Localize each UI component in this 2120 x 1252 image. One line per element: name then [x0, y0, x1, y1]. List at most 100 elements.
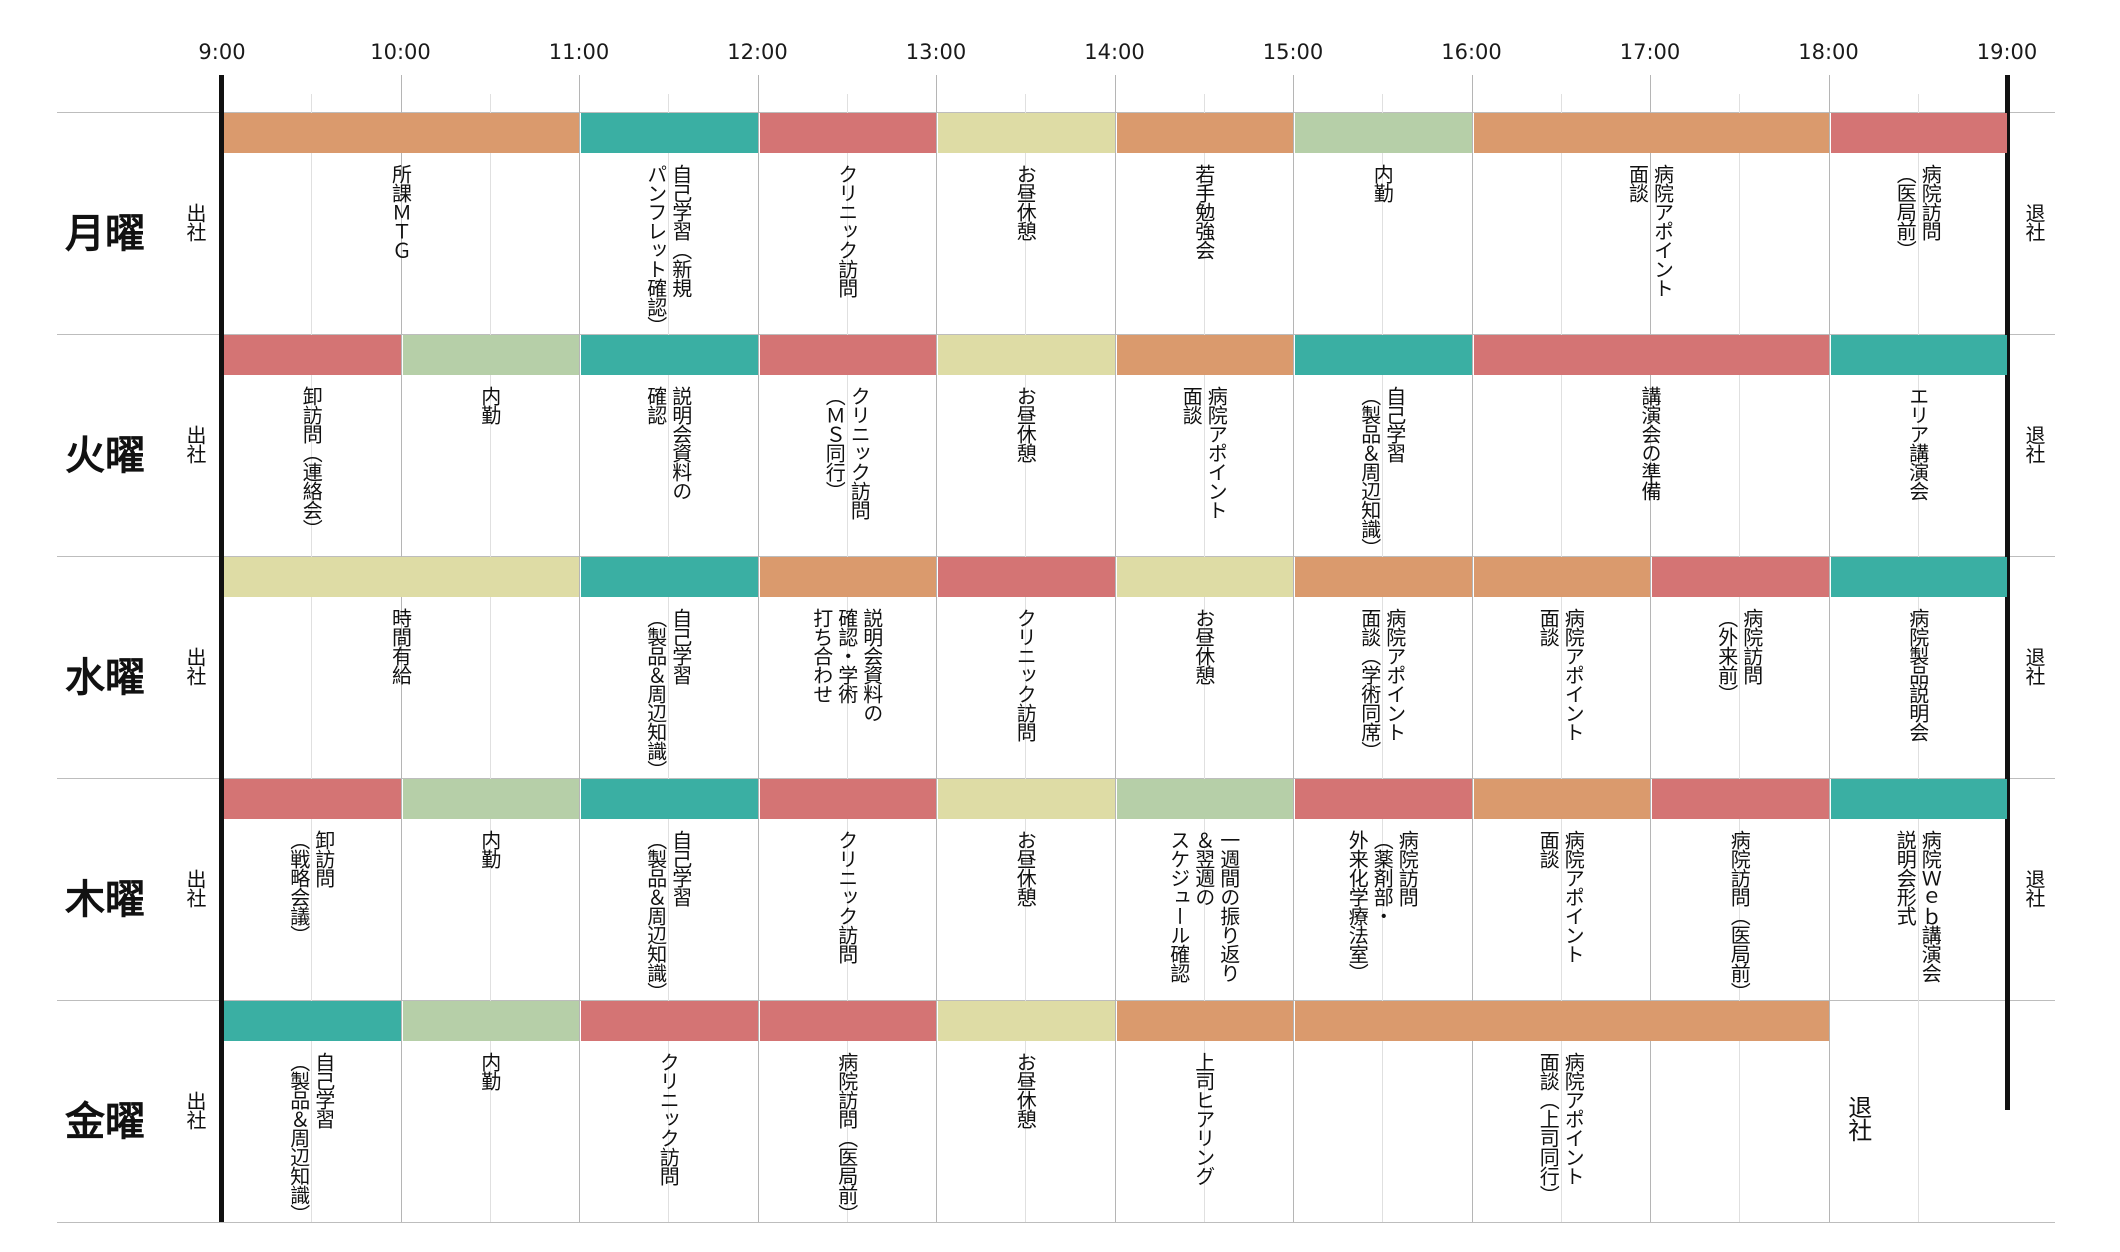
row-divider — [57, 1222, 2055, 1223]
activity-label: 自己学習 （製品＆周辺知識） — [211, 1052, 411, 1223]
activity-label: 病院アポイント 面談（上司同行） — [1461, 1052, 1661, 1204]
activity-label: 講演会の準備 — [1550, 386, 1750, 500]
activity-bar[interactable] — [1831, 779, 2007, 819]
label-line: 若手勉強会 — [1191, 164, 1216, 259]
label-line: 説明会資料の — [859, 608, 884, 722]
activity-label: 病院アポイント 面談 — [1461, 608, 1661, 741]
label-line: 病院アポイント — [1561, 1052, 1586, 1185]
activity-bar[interactable] — [224, 1001, 401, 1041]
activity-bar[interactable] — [224, 113, 579, 153]
activity-label: 内勤 — [1282, 164, 1482, 202]
activity-bar[interactable] — [760, 557, 936, 597]
label-line: クリニック訪問 — [834, 164, 859, 297]
activity-bar[interactable] — [1117, 335, 1293, 375]
activity-label: 病院アポイント 面談 — [1104, 386, 1304, 519]
activity-bar[interactable] — [938, 1001, 1115, 1041]
activity-bar[interactable] — [403, 335, 579, 375]
time-label: 12:00 — [727, 40, 788, 64]
label-line: クリニック訪問 — [1013, 608, 1038, 741]
activity-bar[interactable] — [1117, 113, 1293, 153]
activity-bar[interactable] — [938, 335, 1115, 375]
label-line: お昼休憩 — [1013, 830, 1038, 906]
time-label: 10:00 — [370, 40, 431, 64]
label-line: 自己学習（新規 — [668, 164, 693, 297]
label-line: お昼休憩 — [1013, 386, 1038, 462]
activity-bar[interactable] — [938, 779, 1115, 819]
activity-bar[interactable] — [581, 1001, 758, 1041]
half-hour-gridline — [1382, 94, 1383, 1222]
activity-bar[interactable] — [224, 779, 401, 819]
time-label: 16:00 — [1441, 40, 1502, 64]
activity-bar[interactable] — [581, 335, 758, 375]
activity-bar[interactable] — [1117, 779, 1293, 819]
activity-bar[interactable] — [1831, 335, 2007, 375]
activity-bar[interactable] — [403, 779, 579, 819]
time-label: 13:00 — [905, 40, 967, 64]
activity-bar[interactable] — [938, 557, 1115, 597]
hour-gridline — [1115, 75, 1116, 1222]
activity-label: 上司ヒアリング — [1104, 1052, 1304, 1185]
label-line: （戦略会議） — [286, 830, 311, 944]
hour-gridline — [758, 75, 759, 1222]
activity-bar[interactable] — [224, 335, 401, 375]
label-line: 病院訪問 — [1918, 164, 1943, 240]
activity-bar[interactable] — [1831, 557, 2007, 597]
activity-bar[interactable] — [760, 335, 936, 375]
activity-label: エリア講演会 — [1818, 386, 2018, 500]
activity-bar[interactable] — [1295, 113, 1472, 153]
activity-bar[interactable] — [1295, 557, 1472, 597]
activity-bar[interactable] — [1474, 779, 1650, 819]
activity-bar[interactable] — [1117, 557, 1293, 597]
row-divider — [57, 334, 2055, 335]
label-line: 確認・学術 — [834, 608, 859, 703]
activity-label: 自己学習 （製品＆周辺知識） — [1282, 386, 1482, 557]
label-line: クリニック訪問 — [834, 830, 859, 963]
activity-bar[interactable] — [1295, 779, 1472, 819]
activity-bar[interactable] — [938, 113, 1115, 153]
start-label: 出社 — [183, 425, 207, 463]
activity-bar[interactable] — [1652, 557, 1829, 597]
activity-label: 病院訪問 （薬剤部・ 外来化学療法室） — [1282, 830, 1482, 982]
activity-bar[interactable] — [581, 113, 758, 153]
end-label: 退社 — [1758, 1095, 1958, 1141]
half-hour-gridline — [311, 94, 312, 1222]
label-line: 外来化学療法室） — [1345, 830, 1370, 982]
label-line: 自己学習 — [1382, 386, 1407, 462]
time-label: 18:00 — [1798, 40, 1859, 64]
time-label: 17:00 — [1619, 40, 1681, 64]
activity-bar[interactable] — [1117, 1001, 1293, 1041]
activity-bar[interactable] — [1474, 335, 1829, 375]
activity-label: クリニック訪問 （ＭＳ同行） — [747, 386, 947, 519]
activity-bar[interactable] — [1652, 779, 1829, 819]
label-line: お昼休憩 — [1013, 164, 1038, 240]
activity-bar[interactable] — [760, 1001, 936, 1041]
activity-bar[interactable] — [581, 557, 758, 597]
activity-label: 時間有給 — [301, 608, 501, 684]
activity-bar[interactable] — [1295, 1001, 1829, 1041]
activity-bar[interactable] — [1474, 557, 1650, 597]
activity-bar[interactable] — [1474, 113, 1829, 153]
activity-bar[interactable] — [224, 557, 579, 597]
label-line: スケジュール確認 — [1166, 830, 1191, 982]
label-line: パンフレット確認） — [643, 164, 668, 335]
activity-label: お昼休憩 — [925, 830, 1125, 906]
time-label: 19:00 — [1976, 40, 2038, 64]
label-line: エリア講演会 — [1905, 386, 1930, 500]
day-label: 水曜 — [65, 655, 145, 701]
activity-label: 病院Ｗｅｂ講演会 説明会形式 — [1818, 830, 2018, 982]
activity-bar[interactable] — [581, 779, 758, 819]
half-hour-gridline — [1918, 94, 1919, 1222]
time-label: 14:00 — [1084, 40, 1145, 64]
activity-bar[interactable] — [1295, 335, 1472, 375]
day-label: 月曜 — [65, 211, 145, 257]
activity-bar[interactable] — [760, 113, 936, 153]
label-line: 内勤 — [477, 386, 502, 424]
activity-bar[interactable] — [1831, 113, 2007, 153]
activity-bar[interactable] — [403, 1001, 579, 1041]
time-label: 15:00 — [1262, 40, 1324, 64]
label-line: （製品＆周辺知識） — [643, 830, 668, 1001]
activity-bar[interactable] — [760, 779, 936, 819]
half-hour-gridline — [1561, 94, 1562, 1222]
label-line: 面談 — [1536, 608, 1561, 646]
label-line: クリニック訪問 — [847, 386, 872, 519]
